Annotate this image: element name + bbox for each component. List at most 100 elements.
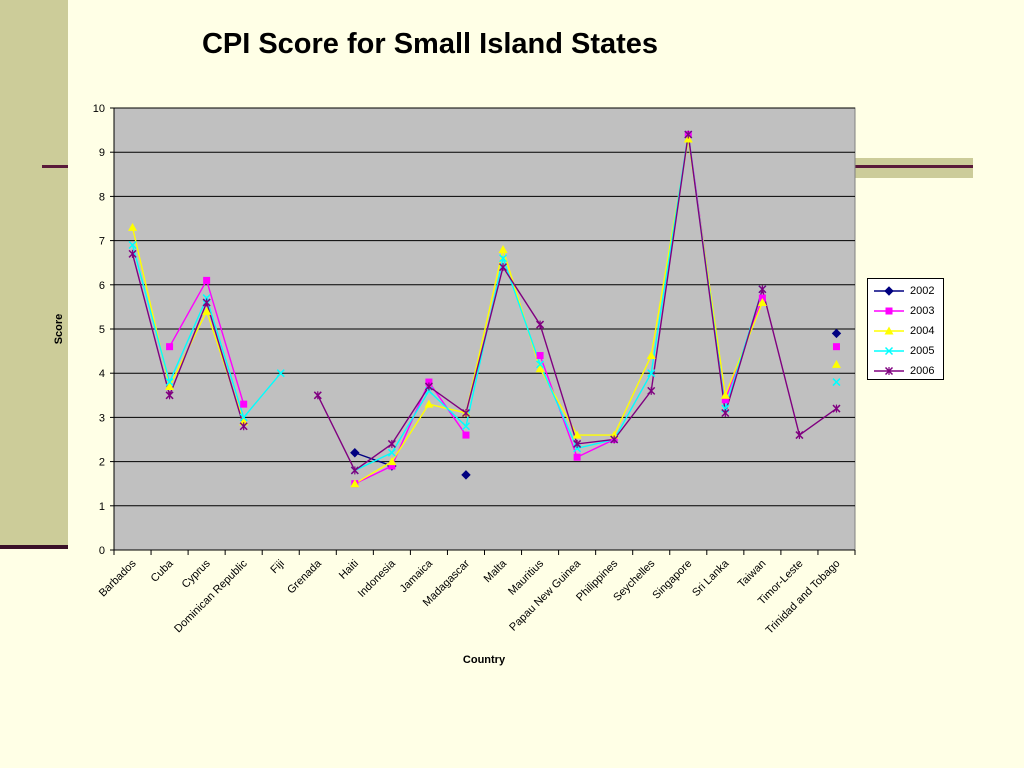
x-tick-label: Singapore [650,558,694,602]
point-2003 [573,453,581,461]
point-2004 [720,390,730,399]
y-tick-label: 9 [99,147,105,159]
point-2003 [536,352,544,360]
point-2006 [536,320,545,329]
y-tick-label: 6 [99,280,105,292]
point-2005 [647,369,656,378]
point-2004 [165,381,175,390]
point-2003 [166,343,174,351]
legend-swatch [874,307,904,315]
legend-label: 2003 [910,305,935,317]
y-tick-label: 3 [99,412,105,424]
series-line-2006 [131,253,245,427]
x-tick-label: Papau New Guinea [507,557,584,634]
point-2003 [832,343,840,351]
point-2002 [350,448,360,458]
x-tick-label: Sri Lanka [690,557,732,599]
legend-swatch-marker [884,286,894,296]
point-2005 [536,360,545,369]
right-decor-rule [855,165,973,168]
x-axis-label: Country [463,654,506,666]
x-tick-label: Cyprus [180,557,213,590]
point-2006 [610,435,619,444]
point-2004 [572,430,582,439]
point-2005 [165,378,174,387]
y-tick-label: 10 [93,103,105,115]
right-decor-band [855,158,973,178]
point-2006 [795,431,804,440]
point-2005 [276,369,285,378]
axes [110,107,856,555]
point-2003 [240,400,248,408]
legend-swatch [874,366,904,376]
point-2003 [721,396,729,404]
legend-label: 2005 [910,345,935,357]
point-2006 [647,386,656,395]
x-tick-label: Grenada [285,557,324,596]
point-2003 [388,462,396,470]
legend-item-2003: 2003 [868,301,943,321]
point-2004 [350,479,360,488]
left-decor-rule-bottom [0,545,68,549]
point-2006 [498,263,508,272]
point-2004 [831,359,841,368]
legend-item-2002: 2002 [868,281,943,301]
legend-label: 2002 [910,285,935,297]
point-2004 [387,457,397,466]
legend-swatch-marker [884,366,894,376]
point-2003 [203,276,211,284]
x-tick-label: Malta [482,557,510,585]
point-2004 [757,297,767,306]
legend-swatch [874,346,904,356]
point-2005 [387,448,396,457]
point-2004 [202,306,212,315]
x-tick-label: Trinidad and Tobago [764,558,843,637]
y-tick-label: 1 [99,501,105,513]
y-axis-label: Score [53,314,65,345]
point-2006 [350,466,359,475]
y-tick-label: 5 [99,324,105,336]
point-2005 [832,378,841,387]
x-tick-label: Cuba [149,557,177,585]
point-2006 [313,391,322,400]
point-2004 [498,244,508,253]
point-2006 [202,298,211,307]
point-2002 [831,328,842,339]
legend-item-2005: 2005 [868,341,943,361]
y-tick-label: 2 [99,457,105,469]
legend-swatch-marker [884,346,894,356]
point-2006 [684,130,693,139]
point-2005 [498,254,508,263]
point-2004 [128,222,138,231]
x-tick-label: Dominican Republic [172,557,250,635]
point-2006 [758,285,767,294]
series-markers [128,130,842,488]
point-2003 [425,378,433,386]
legend-item-2004: 2004 [868,321,943,341]
point-2006 [165,391,174,400]
point-2002 [461,470,471,480]
point-2005 [239,413,248,422]
left-decor-band [0,0,68,548]
slide-title: CPI Score for Small Island States [201,28,659,60]
legend: 2002 2003 2004 2005 2006 [867,278,944,380]
y-tick-label: 7 [99,236,105,248]
point-2006 [387,439,396,448]
point-2006 [832,404,841,413]
legend-label: 2004 [910,325,935,337]
legend-swatch [874,286,904,296]
x-tick-label: Jamaica [398,557,436,595]
y-tick-label: 8 [99,191,105,203]
point-2005 [461,422,471,431]
point-2006 [239,422,248,431]
series-line-2002 [354,452,393,467]
x-tick-label: Barbados [97,557,139,599]
legend-swatch-marker [884,326,894,335]
x-tick-label: Indonesia [356,557,399,600]
point-2006 [573,439,582,448]
y-tick-label: 0 [99,545,105,557]
legend-item-2006: 2006 [868,361,943,381]
point-2003 [462,431,470,439]
